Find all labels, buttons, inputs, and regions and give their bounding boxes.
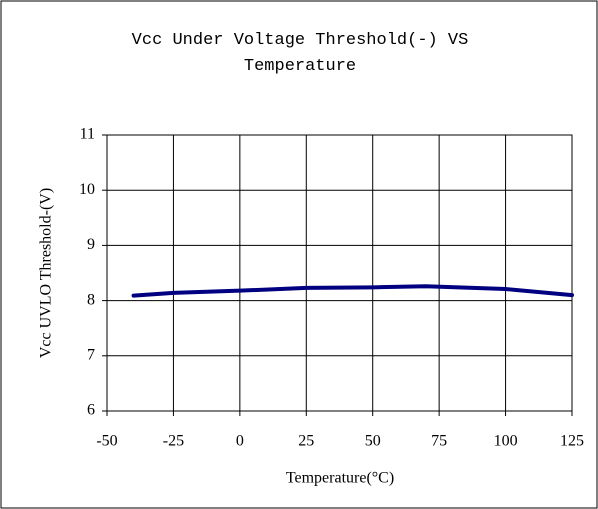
y-tick-label: 11 — [80, 126, 95, 143]
plot-area — [106, 134, 573, 412]
x-tick-label: 125 — [560, 433, 584, 450]
x-tick-label: 100 — [494, 433, 518, 450]
x-tick-label: 0 — [236, 433, 244, 450]
y-tick-label: 9 — [87, 236, 95, 253]
x-tick-label: -25 — [163, 433, 184, 450]
data-line — [131, 284, 574, 298]
y-tick-label: 8 — [87, 291, 95, 308]
x-tick-label: 75 — [431, 433, 447, 450]
x-tick-label: 50 — [365, 433, 381, 450]
y-tick-label: 10 — [79, 181, 95, 198]
x-tick-label: 25 — [298, 433, 314, 450]
y-tick-label: 7 — [87, 346, 95, 363]
y-axis-label: Vcc UVLO Threshold-(V) — [38, 188, 55, 358]
x-axis-label: Temperature(°C) — [286, 470, 394, 487]
chart-title: Vcc Under Voltage Threshold(-) VS Temper… — [131, 31, 469, 76]
y-tick-label: 6 — [87, 402, 95, 419]
x-tick-label: -50 — [96, 433, 117, 450]
